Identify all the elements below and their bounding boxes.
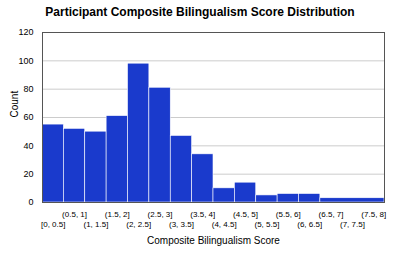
svg-text:(4, 4.5]: (4, 4.5] (212, 220, 237, 229)
svg-text:0: 0 (28, 197, 33, 207)
svg-text:(7, 7.5]: (7, 7.5] (340, 220, 365, 229)
svg-text:100: 100 (18, 56, 33, 66)
svg-text:Count: Count (9, 91, 20, 118)
svg-text:(0.5, 1]: (0.5, 1] (62, 210, 87, 219)
svg-text:(5.5, 6]: (5.5, 6] (276, 210, 301, 219)
svg-text:(5, 5.5]: (5, 5.5] (254, 220, 279, 229)
svg-text:(4.5, 5]: (4.5, 5] (233, 210, 258, 219)
svg-text:(1.5, 2]: (1.5, 2] (105, 210, 130, 219)
svg-text:80: 80 (23, 84, 33, 94)
svg-text:20: 20 (23, 169, 33, 179)
svg-text:(6.5, 7]: (6.5, 7] (319, 210, 344, 219)
svg-text:(7.5, 8]: (7.5, 8] (361, 210, 386, 219)
svg-text:60: 60 (23, 112, 33, 122)
svg-text:(3, 3.5]: (3, 3.5] (169, 220, 194, 229)
svg-text:(3.5, 4]: (3.5, 4] (190, 210, 215, 219)
svg-text:120: 120 (18, 27, 33, 37)
svg-text:(2.5, 3]: (2.5, 3] (148, 210, 173, 219)
svg-text:Composite Bilingualism Score: Composite Bilingualism Score (147, 235, 280, 246)
svg-text:(6, 6.5]: (6, 6.5] (297, 220, 322, 229)
svg-text:(2, 2.5]: (2, 2.5] (126, 220, 151, 229)
html-text:Participant Composite Bilingua: Participant Composite Bilingualism Score… (45, 5, 355, 19)
svg-text:(1, 1.5]: (1, 1.5] (83, 220, 108, 229)
svg-text:40: 40 (23, 141, 33, 151)
svg-text:[0, 0.5]: [0, 0.5] (41, 220, 65, 229)
